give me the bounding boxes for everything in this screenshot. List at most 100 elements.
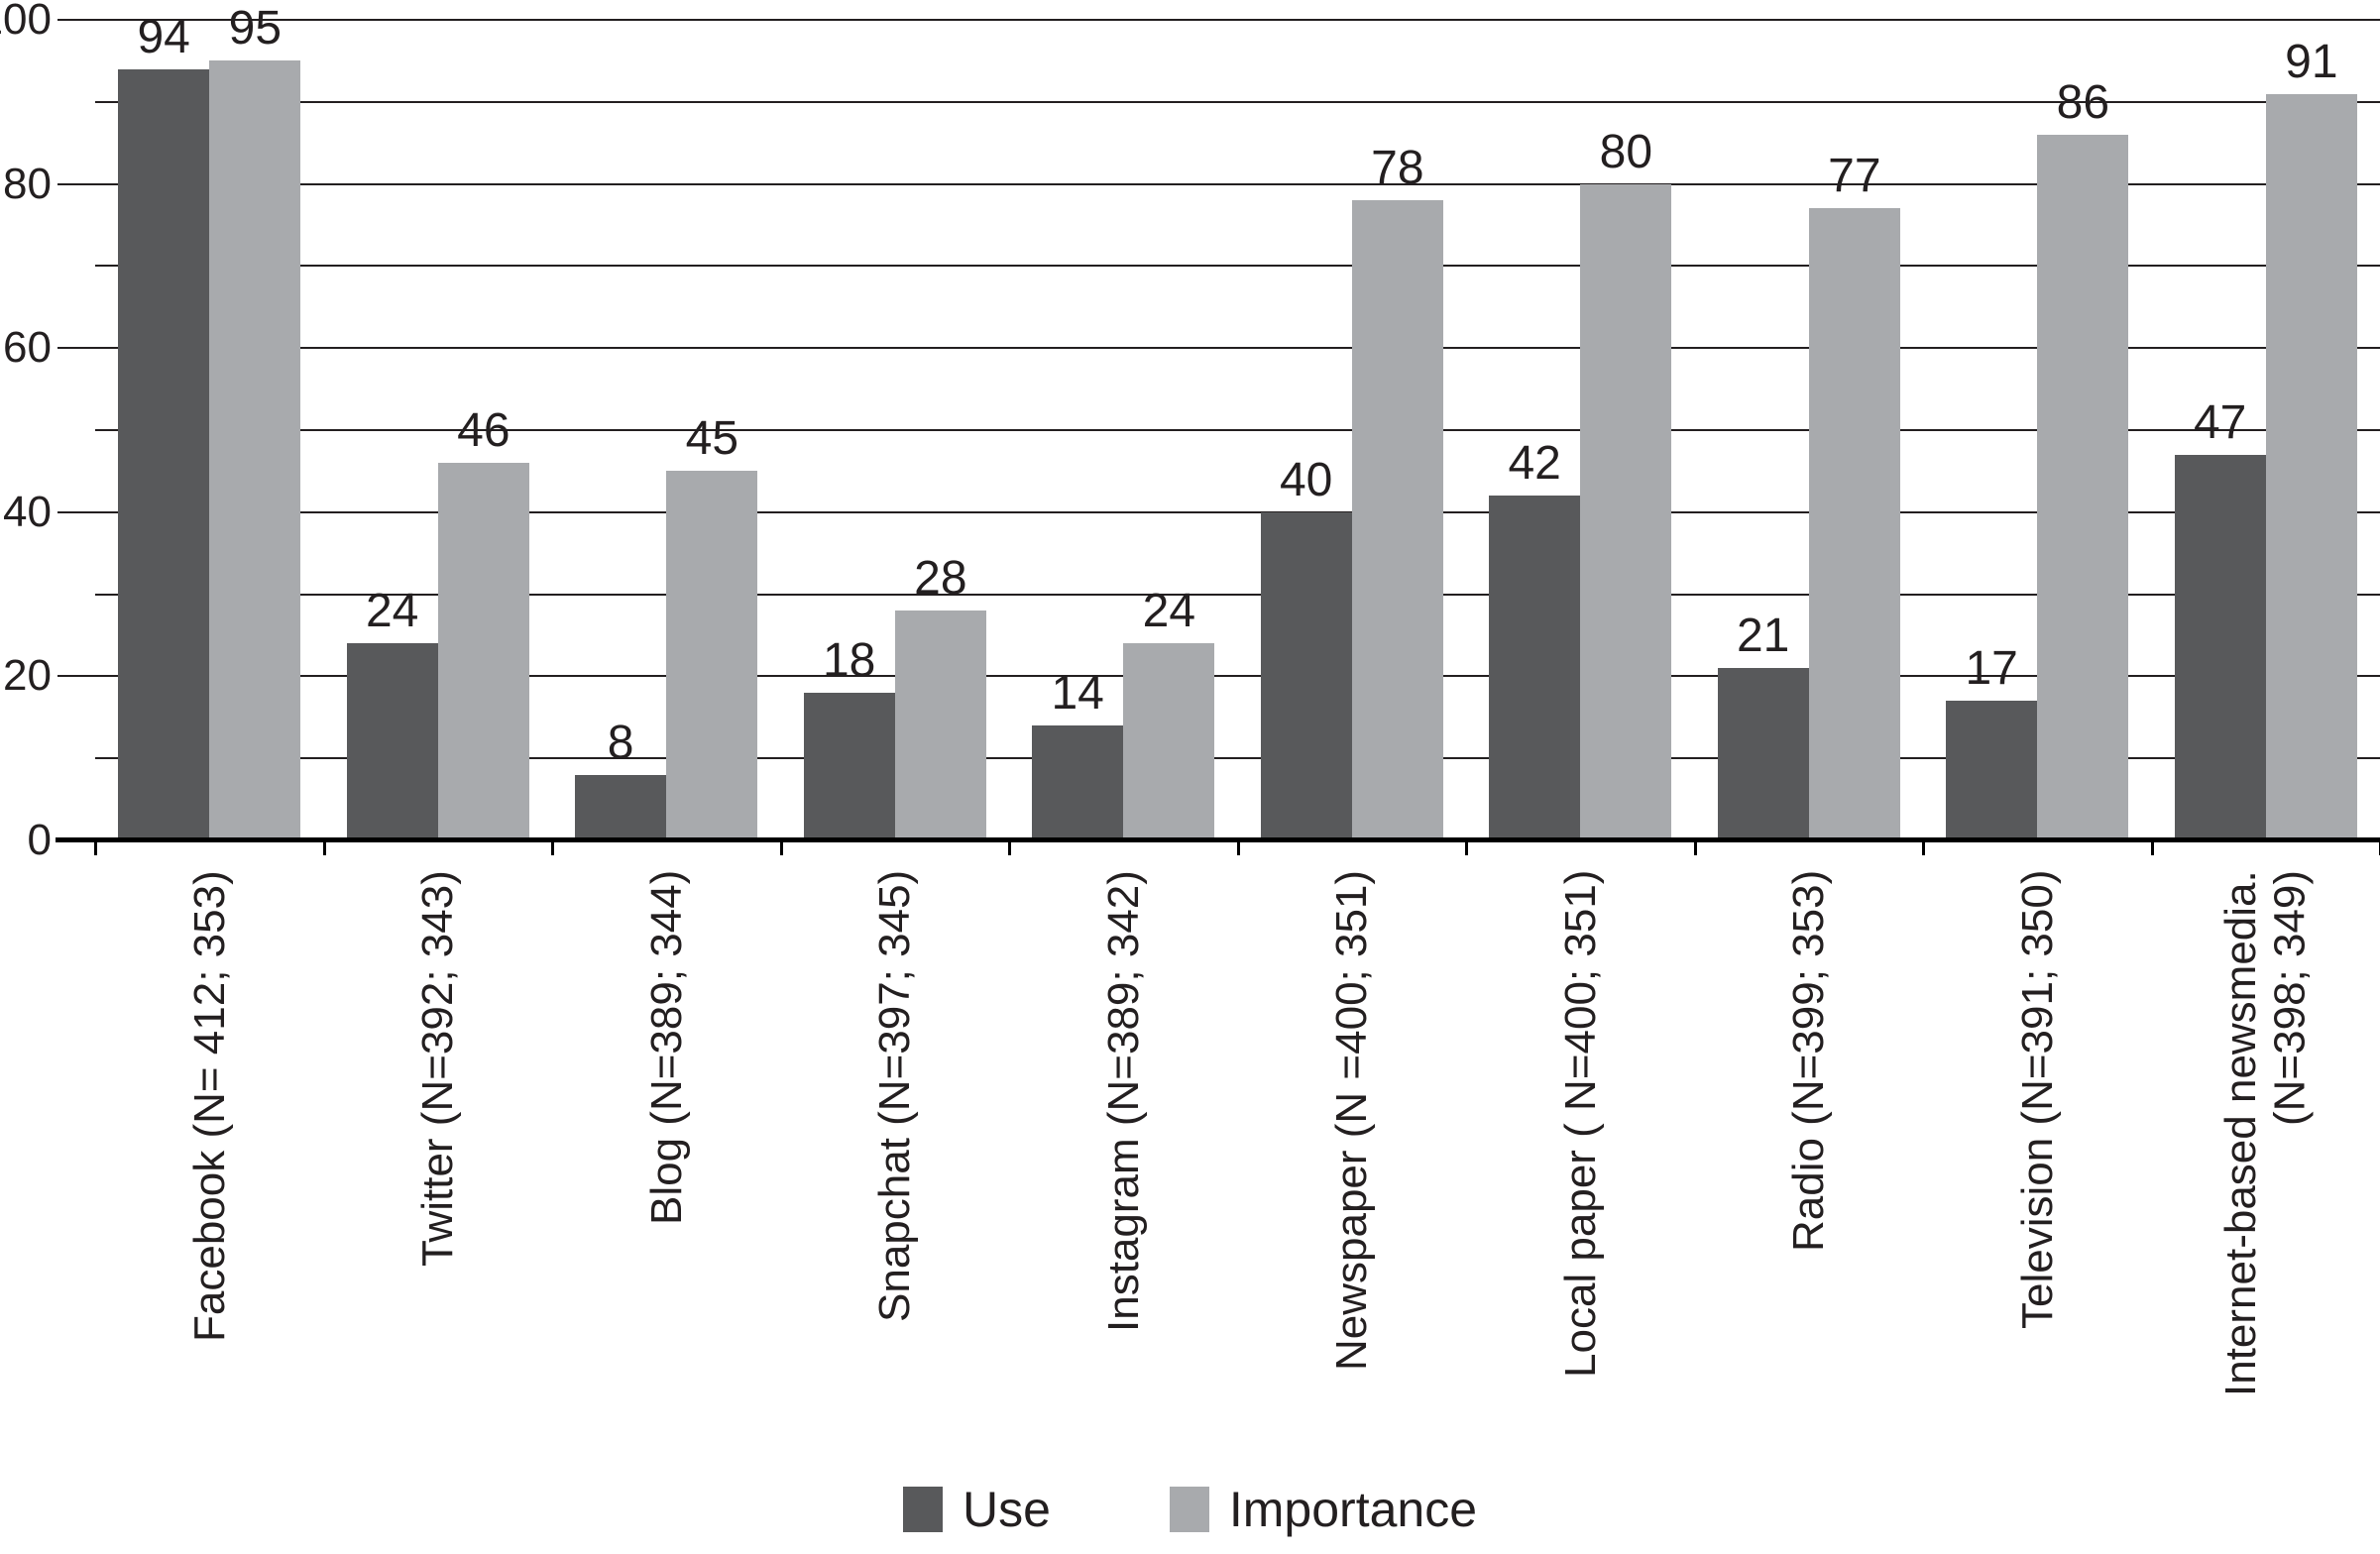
- gridline-50: [95, 429, 2380, 431]
- x-label-cell-6: Local paper ( N=400; 351): [1466, 870, 1695, 1443]
- bar-value-label-importance-7: 77: [1828, 150, 1881, 203]
- bar-value-label-importance-2: 45: [685, 412, 739, 466]
- legend-swatch-importance-icon: [1169, 1487, 1209, 1532]
- bar-value-label-use-3: 18: [822, 633, 876, 687]
- bar-value-label-importance-5: 78: [1371, 142, 1424, 195]
- bar-value-label-use-0: 94: [137, 10, 190, 63]
- gridline-90: [95, 100, 2380, 103]
- x-axis-labels: Facebook (N= 412; 353) Twitter (N=392; 34…: [95, 870, 2380, 1443]
- bar-use-5: 40: [1260, 456, 1352, 840]
- y-axis: 0 20 40 60 80 100: [0, 0, 52, 862]
- x-label-cell-4: Instagram (N=389; 342): [1009, 870, 1238, 1443]
- x-label-cell-5: Newspaper (N =400; 351): [1238, 870, 1467, 1443]
- x-axis-tick: [1922, 840, 1925, 855]
- bar-group-8: 17 86: [1923, 20, 2152, 840]
- legend-swatch-use-icon: [902, 1487, 943, 1532]
- plot-area: 94 95 24 46 8 45 18 28 14 24 40 78 42 80 21 77 17 86 47 91: [56, 5, 2380, 855]
- bar-use-8: 17: [1946, 645, 2038, 840]
- bar-value-label-use-8: 17: [1965, 642, 2018, 696]
- y-tick-label-0: 0: [27, 816, 52, 864]
- x-label-cell-2: Blog (N=389; 344): [552, 870, 781, 1443]
- y-tick-label-20: 20: [3, 651, 52, 701]
- legend-label-importance: Importance: [1228, 1482, 1478, 1537]
- gridline-10: [95, 757, 2380, 760]
- x-axis-tick: [322, 840, 326, 855]
- category-label-0: Facebook (N= 412; 353): [184, 870, 234, 1342]
- bar-group-7: 21 77: [1695, 20, 1924, 840]
- bar-importance-3: 28: [894, 555, 986, 840]
- x-label-cell-3: Snapchat (N=397; 345): [781, 870, 1010, 1443]
- bar-use-3: 18: [803, 636, 895, 840]
- gridline-40: [57, 510, 2380, 513]
- bar-importance-9: 91: [2265, 38, 2357, 840]
- bar-use-4: 14: [1032, 670, 1124, 840]
- bar-value-label-importance-6: 80: [1599, 125, 1653, 178]
- category-label-8: Television (N=391; 350): [2012, 870, 2062, 1330]
- legend-item-use: Use: [902, 1482, 1051, 1537]
- y-tick-label-40: 40: [3, 487, 52, 536]
- bar-use-2: 8: [575, 719, 667, 840]
- bar-use-7: 21: [1717, 612, 1809, 840]
- bar-value-label-importance-9: 91: [2285, 35, 2338, 88]
- gridline-20: [57, 675, 2380, 678]
- gridline-30: [95, 593, 2380, 596]
- category-label-9: Internet-based newsmedia. (N=398; 349): [2216, 870, 2315, 1396]
- gridline-70: [95, 265, 2380, 268]
- category-label-2: Blog (N=389; 344): [641, 870, 691, 1226]
- legend: Use Importance: [0, 1477, 2380, 1542]
- y-tick-label-60: 60: [3, 323, 52, 373]
- x-label-cell-0: Facebook (N= 412; 353): [95, 870, 324, 1443]
- bar-value-label-use-4: 14: [1051, 667, 1104, 721]
- gridline-100: [57, 19, 2380, 21]
- x-axis-tick: [2150, 840, 2154, 855]
- bar-group-3: 18 28: [781, 20, 1010, 840]
- bar-importance-1: 46: [437, 407, 529, 840]
- x-axis-tick: [1008, 840, 1011, 855]
- bar-value-label-use-7: 21: [1736, 610, 1790, 663]
- bar-value-label-use-9: 47: [2193, 395, 2247, 449]
- bar-value-label-importance-3: 28: [914, 552, 967, 606]
- bar-value-label-use-6: 42: [1508, 437, 1561, 491]
- x-axis-tick: [551, 840, 554, 855]
- category-label-3: Snapchat (N=397; 345): [870, 870, 920, 1323]
- gridline-80: [57, 182, 2380, 185]
- x-axis-tick: [94, 840, 97, 855]
- bar-value-label-use-2: 8: [607, 716, 634, 769]
- x-axis-tick: [779, 840, 783, 855]
- bar-importance-4: 24: [1123, 588, 1215, 840]
- gridline-60: [57, 347, 2380, 350]
- bar-importance-8: 86: [2037, 78, 2129, 840]
- bar-value-label-importance-8: 86: [2056, 75, 2110, 129]
- bar-value-label-use-1: 24: [365, 585, 419, 638]
- legend-label-use: Use: [962, 1482, 1051, 1537]
- bar-value-label-importance-1: 46: [457, 404, 510, 458]
- y-tick-label-100: 100: [0, 0, 52, 44]
- legend-item-importance: Importance: [1169, 1482, 1478, 1537]
- bar-use-1: 24: [346, 588, 438, 840]
- bar-group-4: 14 24: [1009, 20, 1238, 840]
- x-label-cell-8: Television (N=391; 350): [1923, 870, 2152, 1443]
- bar-importance-0: 95: [209, 5, 301, 840]
- category-label-5: Newspaper (N =400; 351): [1327, 870, 1377, 1372]
- category-label-7: Radio (N=399; 353): [1784, 870, 1834, 1253]
- x-label-cell-9: Internet-based newsmedia. (N=398; 349): [2152, 870, 2380, 1443]
- bar-group-6: 42 80: [1466, 20, 1695, 840]
- category-label-4: Instagram (N=389; 342): [1098, 870, 1148, 1332]
- bar-importance-6: 80: [1580, 128, 1672, 840]
- bar-importance-5: 78: [1351, 145, 1443, 840]
- bar-groups: 94 95 24 46 8 45 18 28 14 24 40 78 42 80 21 77 17 86 47 91: [95, 5, 2380, 840]
- x-axis-tick: [1693, 840, 1697, 855]
- category-label-6: Local paper ( N=400; 351): [1555, 870, 1605, 1379]
- bar-importance-2: 45: [666, 415, 758, 840]
- bar-group-0: 94 95: [95, 5, 324, 840]
- x-label-cell-7: Radio (N=399; 353): [1695, 870, 1924, 1443]
- x-axis-tick: [1236, 840, 1240, 855]
- x-axis-tick: [1465, 840, 1468, 855]
- bar-group-5: 40 78: [1238, 20, 1467, 840]
- bar-group-2: 8 45: [552, 20, 781, 840]
- x-label-cell-1: Twitter (N=392; 343): [324, 870, 553, 1443]
- category-label-1: Twitter (N=392; 343): [413, 870, 463, 1267]
- bar-value-label-use-5: 40: [1279, 453, 1333, 506]
- bar-value-label-importance-4: 24: [1142, 585, 1196, 638]
